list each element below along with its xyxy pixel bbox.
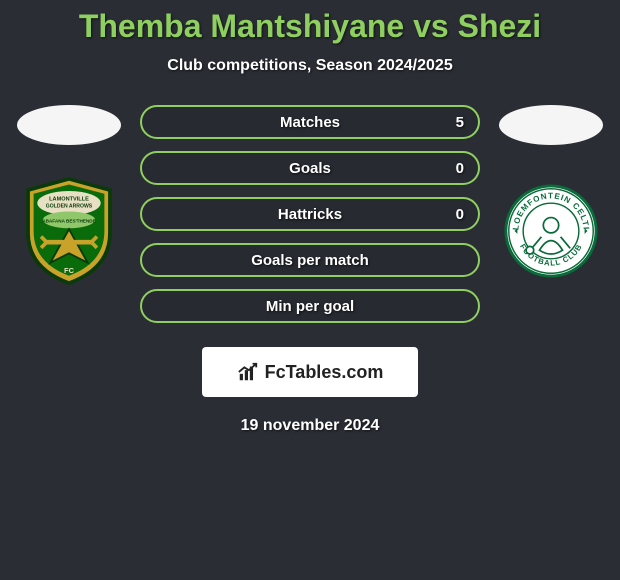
- stat-label: Matches: [280, 114, 340, 131]
- root: Themba Mantshiyane vs Shezi Club competi…: [0, 0, 620, 435]
- stat-row-matches: Matches 5: [140, 105, 480, 139]
- stats-list: Matches 5 Goals 0 Hattricks 0 Goals per …: [140, 105, 480, 323]
- stat-label: Goals: [289, 160, 331, 177]
- stat-row-mpg: Min per goal: [140, 289, 480, 323]
- stat-row-hattricks: Hattricks 0: [140, 197, 480, 231]
- stat-label: Min per goal: [266, 298, 354, 315]
- brand-text: FcTables.com: [265, 362, 384, 383]
- stat-label: Hattricks: [278, 206, 342, 223]
- stat-right-value: 0: [456, 206, 464, 223]
- stat-row-goals: Goals 0: [140, 151, 480, 185]
- right-player-avatar: [499, 105, 603, 145]
- date-label: 19 november 2024: [0, 417, 620, 435]
- golden-arrows-icon: LAMONTVILLE GOLDEN ARROWS ABAFANA BES'TH…: [22, 177, 116, 285]
- stat-row-gpm: Goals per match: [140, 243, 480, 277]
- right-side: BLOEMFONTEIN CELTIC FOOTBALL CLUB: [496, 105, 606, 289]
- page-subtitle: Club competitions, Season 2024/2025: [0, 57, 620, 75]
- svg-text:LAMONTVILLE: LAMONTVILLE: [49, 196, 89, 202]
- page-title: Themba Mantshiyane vs Shezi: [0, 8, 620, 45]
- bar-chart-icon: [237, 361, 259, 383]
- left-side: LAMONTVILLE GOLDEN ARROWS ABAFANA BES'TH…: [14, 105, 124, 289]
- right-team-badge: BLOEMFONTEIN CELTIC FOOTBALL CLUB: [501, 173, 601, 289]
- stat-right-value: 5: [456, 114, 464, 131]
- brand-badge[interactable]: FcTables.com: [202, 347, 418, 397]
- comparison-panel: LAMONTVILLE GOLDEN ARROWS ABAFANA BES'TH…: [0, 105, 620, 323]
- svg-text:GOLDEN ARROWS: GOLDEN ARROWS: [46, 204, 93, 210]
- stat-label: Goals per match: [251, 252, 369, 269]
- svg-text:FC: FC: [64, 266, 75, 275]
- svg-text:ABAFANA BES'THENDE: ABAFANA BES'THENDE: [42, 219, 96, 224]
- left-team-badge: LAMONTVILLE GOLDEN ARROWS ABAFANA BES'TH…: [19, 173, 119, 289]
- bloemfontein-celtic-icon: BLOEMFONTEIN CELTIC FOOTBALL CLUB: [503, 183, 599, 279]
- stat-right-value: 0: [456, 160, 464, 177]
- left-player-avatar: [17, 105, 121, 145]
